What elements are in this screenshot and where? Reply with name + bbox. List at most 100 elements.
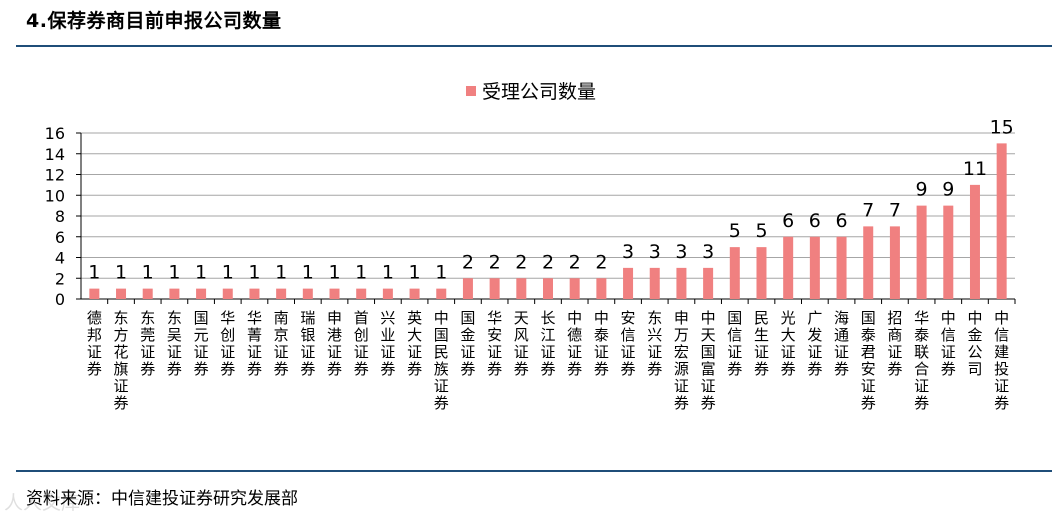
y-tick-label: 0 [55, 290, 65, 309]
bar [729, 247, 740, 299]
bar [276, 288, 287, 299]
x-tick-label: 广发证券 [807, 309, 822, 378]
data-label: 9 [942, 179, 954, 201]
x-tick-label: 德邦证券 [87, 309, 102, 378]
watermark: 人人文库 [4, 492, 81, 514]
data-label: 1 [355, 262, 367, 284]
page-title: 4.保荐券商目前申报公司数量 [26, 10, 282, 32]
x-tick-label: 招商证券 [887, 309, 902, 378]
x-tick-label: 东方花旗证券 [114, 309, 129, 412]
x-tick-label: 东吴证券 [167, 309, 182, 378]
legend-label: 受理公司数量 [482, 81, 596, 103]
bar [676, 267, 687, 299]
y-tick-label: 10 [45, 186, 65, 205]
data-label: 2 [489, 251, 501, 273]
y-tick-label: 14 [45, 145, 65, 164]
bar [969, 184, 980, 299]
bar [409, 288, 420, 299]
bar [649, 267, 660, 299]
y-tick-label: 12 [45, 166, 65, 185]
x-tick-label: 兴业证券 [380, 309, 395, 378]
x-tick-label: 安信证券 [621, 309, 636, 378]
data-label: 3 [675, 241, 687, 263]
bar [142, 288, 153, 299]
x-tick-label: 国元证券 [194, 309, 209, 378]
x-tick-label: 长江证券 [540, 309, 555, 378]
bar [436, 288, 447, 299]
x-tick-label: 中信建投证券 [994, 309, 1009, 412]
bar [222, 288, 233, 299]
x-tick-label: 中信证券 [941, 309, 956, 378]
legend: 受理公司数量 [466, 81, 596, 103]
x-tick-label: 东兴证券 [647, 309, 662, 378]
data-label: 1 [222, 262, 234, 284]
data-label: 1 [142, 262, 154, 284]
bar [889, 226, 900, 299]
bar [249, 288, 260, 299]
source-note: 资料来源：中信建投证券研究发展部 [26, 489, 298, 509]
bars [89, 143, 1007, 299]
bar [569, 278, 580, 299]
data-label: 1 [275, 262, 287, 284]
x-tick-label: 国金证券 [460, 309, 475, 378]
bar [863, 226, 874, 299]
x-tick-label: 申港证券 [327, 309, 342, 378]
x-tick-label: 瑞银证券 [300, 309, 315, 378]
data-label: 1 [115, 262, 127, 284]
bar [996, 143, 1007, 299]
x-tick-label: 英大证券 [407, 309, 422, 378]
x-tick-label: 华菁证券 [247, 309, 262, 378]
bar [596, 278, 607, 299]
header-rule [16, 45, 1052, 47]
bar [116, 288, 127, 299]
bar [196, 288, 207, 299]
x-tick-label: 南京证券 [274, 309, 289, 378]
data-label: 7 [862, 199, 874, 221]
y-tick-label: 2 [55, 269, 65, 288]
data-label: 5 [729, 220, 741, 242]
bar [943, 205, 954, 299]
data-label: 1 [409, 262, 421, 284]
bar [543, 278, 553, 299]
x-tick-label: 天风证券 [514, 309, 529, 378]
bar [489, 278, 500, 299]
x-tick-label: 光大证券 [781, 309, 796, 378]
y-tick-label: 16 [45, 124, 65, 143]
x-tick-label: 国泰君安证券 [861, 309, 876, 412]
bar [783, 236, 794, 299]
bar [302, 288, 313, 299]
bar [516, 278, 527, 299]
data-label: 7 [889, 199, 901, 221]
bar [329, 288, 340, 299]
data-label: 9 [916, 179, 928, 201]
data-label: 11 [963, 158, 987, 180]
data-label: 3 [702, 241, 714, 263]
data-label: 1 [382, 262, 394, 284]
x-tick-label: 华安证券 [487, 309, 502, 378]
x-tick-label: 中国民族证券 [434, 309, 449, 412]
x-tick-label: 中金公司 [967, 309, 982, 378]
data-label: 1 [328, 262, 340, 284]
x-tick-label: 民生证券 [754, 309, 769, 378]
x-tick-label: 中天国富证券 [701, 309, 716, 412]
bar [809, 236, 820, 299]
bar [836, 236, 847, 299]
y-tick-label: 4 [55, 249, 65, 268]
x-axis: 德邦证券东方花旗证券东莞证券东吴证券国元证券华创证券华菁证券南京证券瑞银证券申港… [87, 299, 1016, 412]
x-tick-label: 华泰联合证券 [914, 309, 929, 412]
data-label: 2 [542, 251, 554, 273]
data-label: 6 [809, 210, 821, 232]
bar [382, 288, 393, 299]
x-tick-label: 东莞证券 [140, 309, 155, 378]
legend-swatch [466, 86, 476, 96]
x-tick-label: 国信证券 [727, 309, 742, 378]
grid-lines [81, 132, 1015, 300]
data-label: 1 [195, 262, 207, 284]
x-tick-label: 首创证券 [354, 309, 369, 378]
bar [916, 205, 927, 299]
data-label: 2 [515, 251, 527, 273]
data-label: 3 [622, 241, 634, 263]
